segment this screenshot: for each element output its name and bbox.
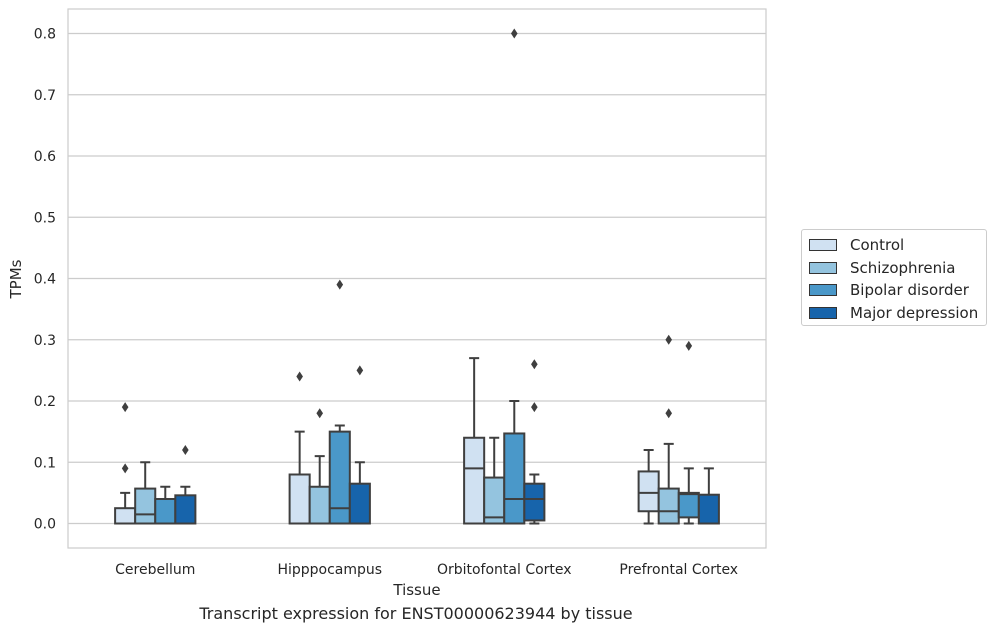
y-axis-label: TPMs	[7, 259, 25, 299]
box-iqr	[328, 430, 351, 525]
box-3-0	[637, 449, 660, 525]
outlier-point	[121, 402, 129, 413]
y-tick-label: 0.7	[34, 88, 56, 104]
box-iqr	[657, 487, 680, 525]
x-axis-label: Tissue	[392, 581, 440, 599]
box-iqr	[348, 482, 371, 525]
legend: Control Schizophrenia Bipolar disorder Majo…	[801, 229, 987, 326]
plot-frame	[67, 8, 767, 549]
y-tick-labels: 0.0 0.1 0.2 0.3 0.4 0.5 0.6 0.7 0.8	[34, 27, 56, 533]
outlier-point	[182, 445, 189, 455]
outlier-point	[531, 359, 538, 370]
y-tick-label: 0.5	[34, 210, 56, 226]
box-iqr	[637, 470, 660, 513]
box-iqr	[503, 432, 526, 525]
y-tick-label: 0.6	[34, 149, 56, 165]
box-iqr	[154, 498, 177, 525]
box-2-0	[463, 357, 486, 525]
legend-label: Major depression	[850, 303, 979, 322]
box-iqr	[677, 491, 700, 519]
legend-item: Control	[809, 236, 904, 254]
x-tick-label: Cerebellum	[115, 562, 195, 578]
y-tick-label: 0.1	[34, 455, 56, 471]
box-1-2	[328, 279, 351, 525]
box-3-2	[677, 340, 700, 525]
box-iqr	[463, 436, 486, 525]
outlier-point	[665, 408, 673, 419]
legend-swatch	[809, 306, 837, 319]
outlier-point	[121, 463, 129, 474]
legend-item: Schizophrenia	[809, 259, 955, 277]
box-iqr	[308, 485, 331, 525]
box-0-2	[154, 485, 177, 525]
box-1-0	[288, 371, 311, 525]
box-0-1	[134, 461, 157, 525]
box-0-0	[114, 402, 137, 525]
box-iqr	[288, 473, 311, 525]
x-tick-labels: Cerebellum Hipppocampus Orbitofontal Corte…	[115, 562, 738, 578]
outlier-point	[685, 340, 693, 351]
outlier-point	[316, 408, 324, 419]
box-3-3	[697, 467, 720, 525]
legend-item: Major depression	[809, 304, 978, 322]
box-iqr	[523, 482, 546, 522]
outlier-point	[665, 334, 673, 345]
y-tick-label: 0.3	[34, 333, 56, 349]
outlier-point	[356, 365, 364, 376]
legend-label: Control	[850, 236, 905, 254]
box-1-1	[308, 408, 331, 525]
box-iqr	[697, 493, 720, 525]
y-tick-label: 0.0	[34, 517, 56, 533]
box-3-1	[657, 334, 680, 525]
box-iqr	[134, 487, 157, 525]
outlier-point	[510, 28, 518, 39]
y-tick-label: 0.8	[34, 27, 56, 43]
y-tick-label: 0.2	[34, 394, 56, 410]
outlier-point	[531, 402, 538, 413]
outlier-point	[336, 279, 344, 290]
legend-item: Bipolar disorder	[809, 281, 969, 299]
x-tick-label: Hipppocampus	[277, 562, 382, 578]
outlier-point	[296, 371, 303, 382]
gridlines	[68, 32, 766, 525]
box-0-3	[174, 445, 197, 525]
legend-swatch	[809, 261, 837, 274]
x-tick-label: Prefrontal Cortex	[619, 562, 738, 578]
legend-swatch	[809, 284, 837, 296]
y-tick-label: 0.4	[34, 272, 56, 288]
box-2-3	[523, 359, 546, 525]
box-iqr	[174, 494, 197, 525]
box-iqr	[114, 507, 137, 525]
x-tick-label: Orbitofontal Cortex	[437, 562, 572, 578]
box-2-2	[503, 28, 526, 525]
legend-label: Bipolar disorder	[850, 281, 969, 299]
box-2-1	[483, 436, 506, 525]
legend-label: Schizophrenia	[850, 258, 956, 277]
box-1-3	[348, 365, 371, 525]
legend-swatch	[809, 239, 837, 251]
box-groups	[114, 28, 720, 525]
figure-caption: Transcript expression for ENST0000062394…	[199, 604, 633, 623]
